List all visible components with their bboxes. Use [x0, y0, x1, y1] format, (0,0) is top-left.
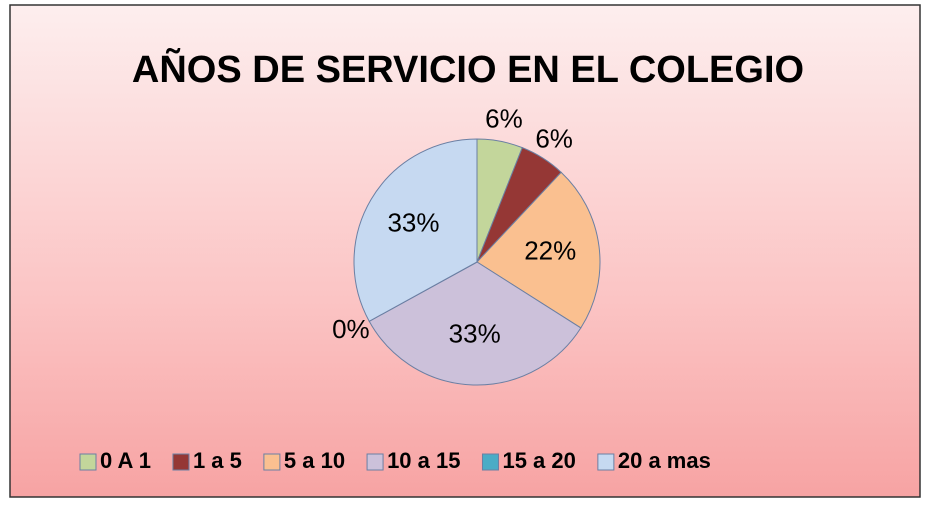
legend-swatch — [481, 453, 499, 471]
data-label: 0% — [332, 314, 370, 344]
legend-swatch — [597, 453, 615, 471]
legend: 0 A 1 1 a 5 5 a 10 10 a 15 15 a 20 20 a mas — [79, 448, 711, 473]
data-label: 22% — [524, 236, 576, 266]
data-label: 33% — [449, 319, 501, 349]
legend-label: 20 a mas — [618, 448, 711, 473]
pie: 6% 6% 22% 33% 0% 33% — [332, 104, 601, 386]
legend-swatch — [79, 453, 97, 471]
legend-label: 1 a 5 — [193, 448, 242, 473]
legend-label: 15 a 20 — [502, 448, 575, 473]
pie-slice — [353, 138, 478, 322]
legend-swatch — [263, 453, 281, 471]
legend-swatch — [172, 453, 190, 471]
chart-title: AÑOS DE SERVICIO EN EL COLEGIO — [132, 47, 804, 91]
data-label: 6% — [535, 123, 573, 153]
legend-label: 10 a 15 — [387, 448, 460, 473]
legend-label: 5 a 10 — [284, 448, 345, 473]
legend-label: 0 A 1 — [100, 448, 151, 473]
data-label: 33% — [387, 207, 439, 237]
legend-swatch — [366, 453, 384, 471]
pie-slice — [476, 171, 601, 329]
data-label: 6% — [485, 104, 523, 134]
